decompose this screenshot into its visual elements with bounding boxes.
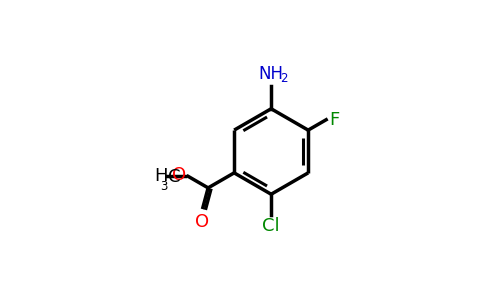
Text: NH: NH [258,65,284,83]
Text: O: O [196,212,210,230]
Text: H: H [154,167,167,185]
Text: Cl: Cl [262,217,280,235]
Text: 2: 2 [280,71,287,85]
Text: O: O [172,166,186,184]
Text: 3: 3 [160,180,167,193]
Text: C: C [168,168,181,186]
Text: F: F [329,111,339,129]
